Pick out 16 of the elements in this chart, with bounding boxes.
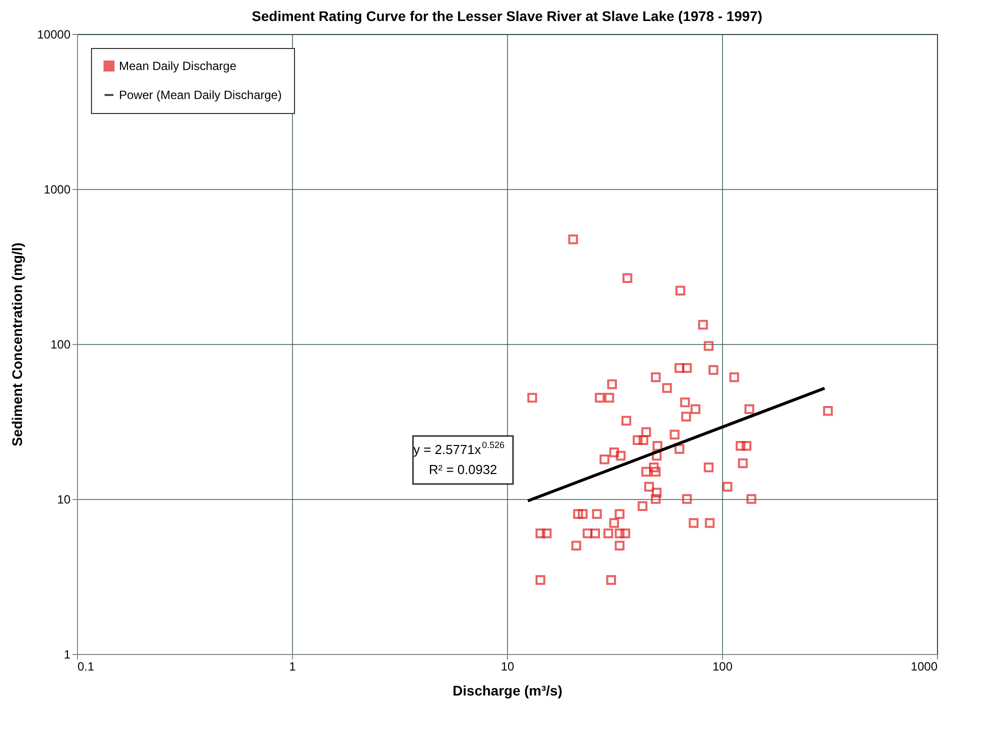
y-axis-title: Sediment Concentration (mg/l) [9, 242, 26, 446]
legend-label: Mean Daily Discharge [119, 59, 237, 73]
annotation: R² = 0.0932 [428, 462, 498, 477]
x-tick-label: 0.1 [78, 660, 95, 674]
chart-title: Sediment Rating Curve for the Lesser Slave River at Slave Lake (1978 - 1997) [252, 8, 762, 24]
legend-label: Power (Mean Daily Discharge) [119, 88, 282, 102]
x-tick-label: 10 [500, 660, 514, 674]
x-axis-title: Discharge (m³/s) [452, 682, 562, 698]
y-tick-label: 1 [64, 648, 71, 662]
y-tick-label: 10 [57, 492, 71, 506]
x-tick-label: 1 [289, 660, 296, 674]
x-tick-label: 1000 [910, 660, 938, 674]
y-tick-label: 100 [50, 338, 71, 352]
y-tick-label: 1000 [44, 182, 71, 196]
y-tick-label: 10000 [37, 28, 71, 42]
x-tick-label: 100 [712, 660, 733, 674]
